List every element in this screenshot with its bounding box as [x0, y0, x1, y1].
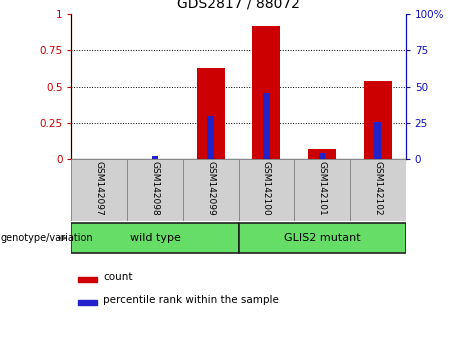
Bar	[127, 159, 183, 221]
Text: GSM142099: GSM142099	[206, 161, 215, 216]
Bar	[294, 159, 350, 221]
Bar	[238, 223, 406, 253]
Bar	[364, 81, 392, 159]
Bar	[374, 121, 381, 159]
Text: count: count	[103, 272, 133, 282]
Bar	[78, 277, 96, 282]
Text: GSM142098: GSM142098	[150, 161, 160, 216]
Bar	[253, 26, 280, 159]
Title: GDS2817 / 88072: GDS2817 / 88072	[177, 0, 300, 10]
Bar	[350, 159, 406, 221]
Bar	[71, 159, 127, 221]
Text: GSM142101: GSM142101	[318, 161, 327, 216]
Bar	[308, 149, 336, 159]
Text: GSM142100: GSM142100	[262, 161, 271, 216]
Text: wild type: wild type	[130, 233, 180, 243]
Bar	[207, 116, 214, 159]
Bar	[152, 156, 159, 159]
Text: percentile rank within the sample: percentile rank within the sample	[103, 295, 279, 305]
Bar	[183, 159, 238, 221]
Bar	[263, 92, 270, 159]
Text: genotype/variation: genotype/variation	[0, 233, 93, 243]
Bar	[197, 68, 225, 159]
Bar	[238, 159, 294, 221]
Bar	[71, 223, 239, 253]
Text: GLIS2 mutant: GLIS2 mutant	[284, 233, 361, 243]
Bar	[319, 154, 325, 159]
Text: GSM142097: GSM142097	[95, 161, 104, 216]
Text: GSM142102: GSM142102	[373, 161, 382, 216]
Bar	[78, 300, 96, 305]
